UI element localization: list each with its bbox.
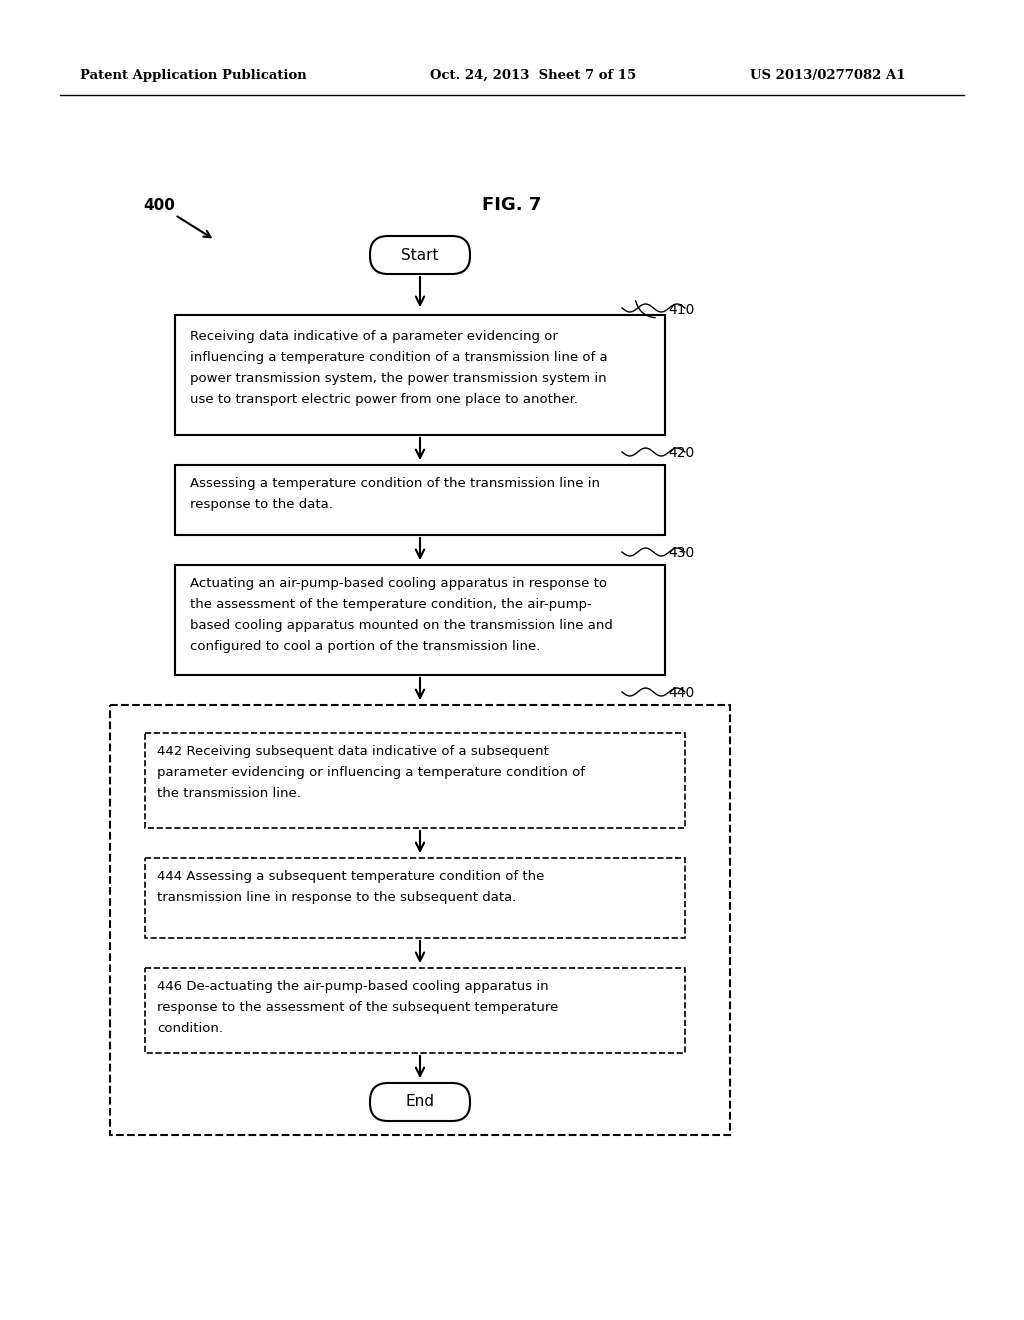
Text: 430: 430	[668, 546, 694, 560]
Text: US 2013/0277082 A1: US 2013/0277082 A1	[750, 69, 905, 82]
FancyBboxPatch shape	[370, 236, 470, 275]
Text: Receiving data indicative of a parameter evidencing or
influencing a temperature: Receiving data indicative of a parameter…	[190, 330, 607, 407]
Bar	[145, 858, 685, 939]
Text: 446 De-actuating the air-pump-based cooling apparatus in
response to the assessm: 446 De-actuating the air-pump-based cool…	[157, 979, 558, 1035]
FancyBboxPatch shape	[370, 1082, 470, 1121]
Text: Start: Start	[401, 248, 438, 263]
Text: 410: 410	[668, 304, 694, 317]
Text: Patent Application Publication: Patent Application Publication	[80, 69, 307, 82]
Text: 420: 420	[668, 446, 694, 459]
Bar	[145, 733, 685, 828]
Text: End: End	[406, 1094, 434, 1110]
Bar	[175, 315, 665, 436]
Text: Actuating an air-pump-based cooling apparatus in response to
the assessment of t: Actuating an air-pump-based cooling appa…	[190, 577, 613, 653]
Bar	[175, 465, 665, 535]
Bar	[175, 565, 665, 675]
Text: Assessing a temperature condition of the transmission line in
response to the da: Assessing a temperature condition of the…	[190, 477, 600, 511]
Text: 440: 440	[668, 686, 694, 700]
Text: Oct. 24, 2013  Sheet 7 of 15: Oct. 24, 2013 Sheet 7 of 15	[430, 69, 636, 82]
Bar	[145, 968, 685, 1053]
Text: 400: 400	[143, 198, 175, 213]
Bar	[110, 705, 730, 1135]
Text: 442 Receiving subsequent data indicative of a subsequent
parameter evidencing or: 442 Receiving subsequent data indicative…	[157, 744, 585, 800]
Text: 444 Assessing a subsequent temperature condition of the
transmission line in res: 444 Assessing a subsequent temperature c…	[157, 870, 545, 904]
Text: FIG. 7: FIG. 7	[482, 195, 542, 214]
